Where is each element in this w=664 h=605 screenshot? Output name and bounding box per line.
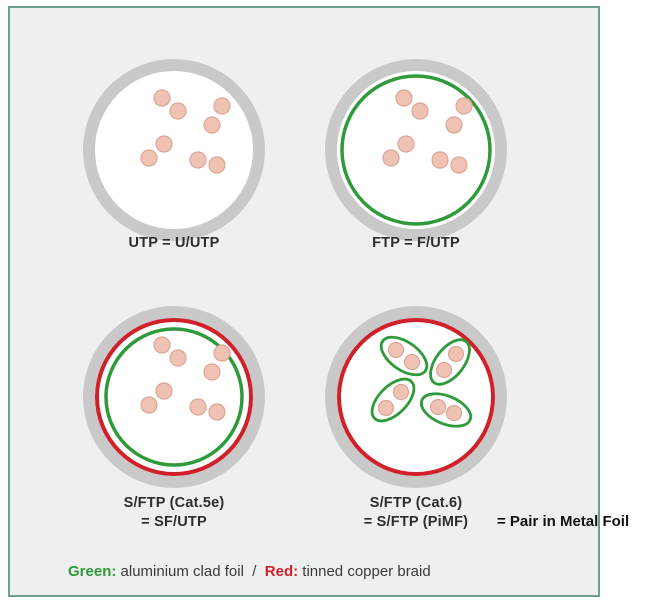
conductor bbox=[450, 156, 468, 174]
sftp-cat5e-label: S/FTP (Cat.5e) = SF/UTP bbox=[123, 495, 225, 530]
diagram-panel: UTP = U/UTP FTP = F/UTP bbox=[8, 6, 600, 597]
conductor bbox=[403, 353, 421, 371]
twisted-pair-conductors bbox=[140, 89, 231, 174]
conductor bbox=[203, 116, 221, 134]
conductor bbox=[447, 345, 465, 363]
conductor bbox=[387, 341, 405, 359]
twisted-pair-conductors bbox=[377, 341, 465, 422]
conductor bbox=[435, 361, 453, 379]
conductor bbox=[429, 398, 447, 416]
sftp-cat6-cable-cross-section bbox=[325, 306, 507, 488]
legend-red-text: tinned copper braid bbox=[298, 563, 431, 580]
conductor bbox=[445, 116, 463, 134]
conductor bbox=[431, 151, 449, 169]
conductor bbox=[377, 399, 395, 417]
outer-jacket bbox=[83, 59, 265, 241]
utp-cable-cross-section bbox=[83, 59, 265, 241]
conductor bbox=[203, 363, 221, 381]
tinned-copper-braid bbox=[95, 318, 253, 476]
conductor bbox=[140, 149, 158, 167]
conductor bbox=[411, 102, 429, 120]
pair-foil bbox=[370, 377, 416, 423]
legend: Green: aluminium clad foil / Red: tinned… bbox=[68, 563, 431, 580]
conductor bbox=[397, 135, 415, 153]
conductor bbox=[140, 396, 158, 414]
legend-red-key: Red: bbox=[264, 563, 299, 580]
sftp-cat6-label: S/FTP (Cat.6) = S/FTP (PiMF) bbox=[363, 495, 469, 530]
conductor bbox=[153, 89, 171, 107]
pair-foil bbox=[379, 335, 429, 377]
aluminium-foil-shield bbox=[340, 74, 492, 226]
conductor bbox=[169, 349, 187, 367]
conductor bbox=[392, 383, 410, 401]
pair-foil-shields bbox=[370, 335, 473, 428]
conductor bbox=[155, 382, 173, 400]
conductor bbox=[445, 404, 463, 422]
conductor bbox=[213, 97, 231, 115]
conductor bbox=[169, 102, 187, 120]
conductor bbox=[213, 344, 231, 362]
conductor bbox=[153, 336, 171, 354]
ftp-cable-cross-section bbox=[325, 59, 507, 241]
outer-jacket bbox=[83, 306, 265, 488]
outer-jacket bbox=[325, 59, 507, 241]
legend-green-key: Green: bbox=[68, 563, 117, 580]
outer-jacket bbox=[325, 306, 507, 488]
legend-separator: / bbox=[243, 563, 265, 580]
ftp-label: FTP = F/UTP bbox=[372, 235, 460, 251]
legend-green-text: aluminium clad foil bbox=[116, 563, 244, 580]
sftp-cat5e-cable-cross-section bbox=[83, 306, 265, 488]
conductor bbox=[189, 151, 207, 169]
utp-label: UTP = U/UTP bbox=[128, 235, 220, 251]
conductor bbox=[208, 156, 226, 174]
conductor bbox=[208, 403, 226, 421]
conductor bbox=[455, 97, 473, 115]
conductor bbox=[155, 135, 173, 153]
pimf-annotation: = Pair in Metal Foil bbox=[497, 513, 630, 530]
conductor bbox=[395, 89, 413, 107]
conductor bbox=[189, 398, 207, 416]
pair-foil bbox=[419, 392, 473, 428]
twisted-pair-conductors bbox=[140, 336, 231, 421]
conductor bbox=[382, 149, 400, 167]
aluminium-foil-shield bbox=[104, 327, 244, 467]
twisted-pair-conductors bbox=[382, 89, 473, 174]
pair-foil bbox=[429, 338, 471, 386]
tinned-copper-braid bbox=[337, 318, 495, 476]
